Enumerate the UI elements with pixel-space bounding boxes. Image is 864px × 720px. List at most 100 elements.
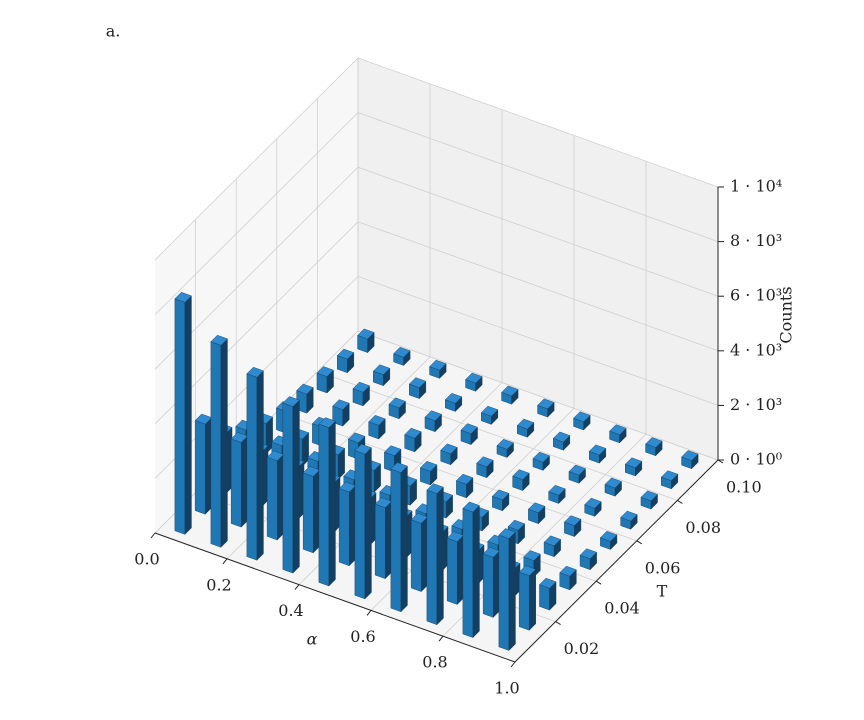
bar bbox=[584, 497, 602, 517]
bar-top bbox=[588, 444, 607, 456]
bar-top bbox=[462, 501, 480, 513]
bar bbox=[390, 462, 408, 613]
bar-top bbox=[507, 519, 526, 531]
bar-front bbox=[266, 456, 278, 541]
y-axis bbox=[514, 459, 719, 663]
x-tick bbox=[222, 558, 228, 565]
bar-side bbox=[508, 531, 516, 651]
z-tick-label: 8 · 10³ bbox=[730, 231, 782, 250]
bar-front bbox=[210, 341, 222, 548]
bar-front bbox=[194, 420, 206, 515]
bar bbox=[465, 372, 483, 392]
bar bbox=[410, 513, 429, 593]
bar-top bbox=[318, 417, 336, 428]
bar-top bbox=[246, 366, 264, 378]
bar-front bbox=[462, 508, 474, 638]
bar-top bbox=[568, 464, 586, 476]
bar bbox=[645, 437, 663, 457]
bar-top bbox=[559, 565, 577, 577]
bar-front bbox=[174, 298, 186, 535]
bar-side bbox=[292, 399, 300, 574]
bar bbox=[579, 548, 598, 571]
bar bbox=[460, 423, 478, 446]
bar-top bbox=[512, 469, 530, 480]
bar-top bbox=[604, 477, 622, 489]
grid-line bbox=[154, 57, 719, 261]
bar-top bbox=[660, 470, 679, 481]
bar bbox=[440, 443, 458, 466]
bar bbox=[527, 502, 546, 525]
bar-side bbox=[529, 568, 536, 631]
bar bbox=[336, 348, 355, 374]
bar-top bbox=[563, 515, 582, 526]
x-tick-label: 0.0 bbox=[134, 550, 159, 569]
bar bbox=[476, 456, 494, 479]
x-tick bbox=[510, 661, 516, 668]
bar-top bbox=[476, 456, 494, 467]
bar-top bbox=[579, 548, 598, 559]
z-tick-label: 4 · 10³ bbox=[730, 340, 782, 359]
x-axis bbox=[154, 532, 516, 663]
bar-front bbox=[354, 450, 366, 600]
bar-front bbox=[426, 489, 438, 625]
bar bbox=[455, 473, 474, 499]
bar bbox=[512, 469, 530, 492]
bar bbox=[548, 484, 566, 504]
bar bbox=[609, 424, 627, 444]
bar-front bbox=[482, 553, 494, 618]
bar bbox=[404, 427, 422, 453]
y-tick-label: 0.02 bbox=[564, 639, 600, 658]
bar-top bbox=[599, 530, 618, 542]
bar bbox=[518, 565, 537, 631]
bar-top bbox=[210, 334, 228, 346]
bar-front bbox=[338, 488, 350, 567]
y-tick-label: 0.04 bbox=[604, 599, 640, 618]
y-axis-label: T bbox=[657, 582, 668, 601]
bar bbox=[516, 418, 535, 438]
bar bbox=[383, 445, 402, 473]
bar-front bbox=[498, 534, 510, 651]
bar bbox=[230, 432, 249, 528]
bar-top bbox=[444, 392, 463, 404]
bar-front bbox=[446, 537, 458, 605]
bar-side bbox=[364, 447, 372, 600]
bar bbox=[462, 501, 480, 639]
bar-top bbox=[419, 461, 438, 472]
bar bbox=[393, 346, 411, 366]
bar bbox=[568, 464, 586, 484]
bar-front bbox=[390, 468, 402, 613]
bar bbox=[543, 535, 562, 558]
bar bbox=[282, 396, 300, 574]
bar-side bbox=[472, 505, 480, 639]
bar bbox=[210, 334, 228, 548]
bar-top bbox=[543, 535, 562, 547]
bar bbox=[660, 470, 679, 490]
bar bbox=[573, 411, 591, 431]
bar-top bbox=[424, 410, 442, 421]
bar-side bbox=[256, 370, 264, 561]
bar bbox=[563, 515, 582, 538]
bar-top bbox=[645, 437, 663, 448]
bar-top bbox=[537, 398, 555, 410]
bar bbox=[316, 366, 334, 394]
y-tick bbox=[636, 540, 643, 545]
bar-top bbox=[296, 383, 314, 395]
bar-top bbox=[523, 550, 541, 561]
bar-top bbox=[552, 431, 571, 443]
bar bbox=[246, 366, 264, 561]
bar-top bbox=[460, 423, 478, 434]
bar-top bbox=[516, 418, 535, 430]
y-tick-label: 0.10 bbox=[726, 478, 762, 497]
bar-front bbox=[282, 402, 294, 574]
bar bbox=[640, 490, 658, 510]
bar-top bbox=[354, 443, 372, 455]
y-tick-label: 0.06 bbox=[645, 558, 681, 577]
bar-top bbox=[620, 510, 638, 522]
bar-top bbox=[573, 411, 591, 423]
bar-top bbox=[609, 424, 627, 435]
bar-top bbox=[426, 483, 444, 494]
bar bbox=[552, 431, 571, 451]
y-tick bbox=[677, 499, 683, 504]
bar-top bbox=[393, 346, 411, 358]
grid-line bbox=[154, 112, 719, 315]
